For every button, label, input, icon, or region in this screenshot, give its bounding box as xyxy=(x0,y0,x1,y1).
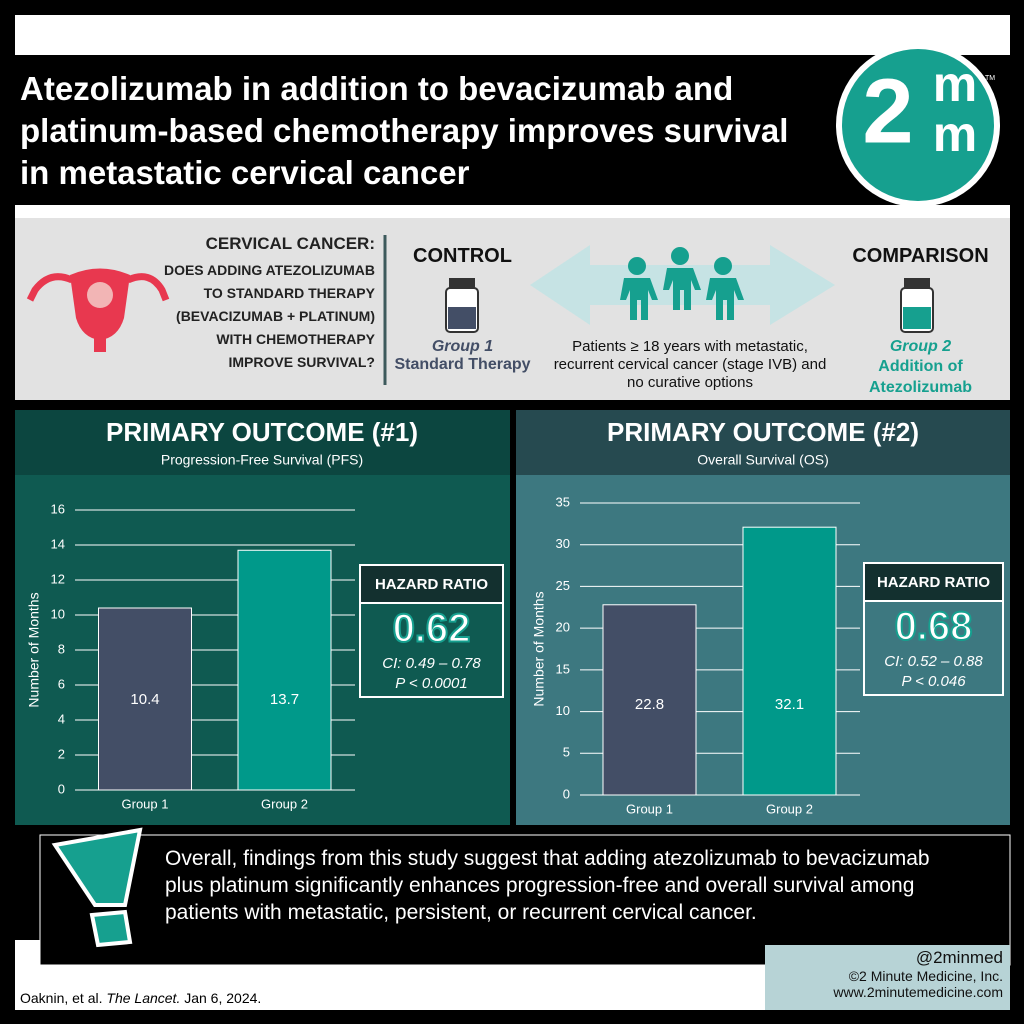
chart-subtitle: Overall Survival (OS) xyxy=(697,452,828,468)
question-text: DOES ADDING ATEZOLIZUMAB TO STANDARD THE… xyxy=(163,262,375,370)
panel-header xyxy=(516,410,1010,475)
x-tick-label: Group 2 xyxy=(766,801,813,816)
value-label: 32.1 xyxy=(775,696,804,713)
y-tick-label: 6 xyxy=(58,676,65,691)
hazard-value: 0.68 xyxy=(895,605,973,649)
logo-mark: TM xyxy=(985,75,995,82)
y-tick-label: 10 xyxy=(556,703,570,718)
hazard-p: P < 0.0001 xyxy=(395,675,467,692)
value-label: 22.8 xyxy=(635,696,664,713)
y-tick-label: 12 xyxy=(51,571,65,586)
x-tick-label: Group 2 xyxy=(261,796,308,811)
y-tick-label: 8 xyxy=(58,641,65,656)
bar xyxy=(98,607,192,791)
conclusion-box xyxy=(39,834,1011,966)
y-tick-label: 15 xyxy=(556,661,570,676)
control-heading: CONTROL xyxy=(413,245,512,267)
footer-company: ©2 Minute Medicine, Inc. xyxy=(848,968,1003,984)
y-tick-label: 14 xyxy=(51,536,65,551)
x-tick-label: Group 1 xyxy=(626,801,673,816)
comparison-arm: Addition of Atezolizumab xyxy=(868,358,973,396)
comparison-group: Group 2 xyxy=(889,338,952,355)
footer: @2minmed ©2 Minute Medicine, Inc. www.2m… xyxy=(765,948,1003,1000)
footer-website: www.2minutemedicine.com xyxy=(833,984,1003,1000)
control-arm: Standard Therapy xyxy=(394,356,531,373)
value-label: 10.4 xyxy=(130,691,159,708)
uterus-icon xyxy=(26,268,170,352)
citation-authors: Oaknin, et al. xyxy=(20,990,103,1006)
y-tick-label: 10 xyxy=(51,606,65,621)
y-tick-label: 0 xyxy=(58,781,65,796)
question-lead: CERVICAL CANCER: xyxy=(205,234,375,253)
patients: Patients ≥ 18 years with metastatic, rec… xyxy=(553,338,827,391)
citation-journal: The Lancet. xyxy=(106,990,181,1006)
chart-title: PRIMARY OUTCOME (#1) xyxy=(106,417,418,447)
y-tick-label: 2 xyxy=(58,746,65,761)
bar xyxy=(602,604,697,796)
vial-icon xyxy=(445,278,479,333)
chart-title: PRIMARY OUTCOME (#2) xyxy=(607,417,919,447)
logo-letter: m xyxy=(933,106,977,162)
hazard-value: 0.62 xyxy=(393,607,471,651)
vial-icon xyxy=(900,278,934,333)
y-axis-label: Number of Months xyxy=(531,591,547,706)
title: Atezolizumab in addition to bevacizumab … xyxy=(20,70,789,191)
conclusion: Overall, findings from this study sugges… xyxy=(165,847,930,924)
y-tick-label: 16 xyxy=(51,501,65,516)
y-tick-label: 30 xyxy=(556,536,570,551)
logo-letter: m xyxy=(933,56,977,112)
hazard-p: P < 0.046 xyxy=(901,673,966,690)
hazard-header xyxy=(863,562,1004,602)
hazard-ci: CI: 0.49 – 0.78 xyxy=(382,655,481,672)
question-panel xyxy=(15,218,1010,400)
people-icon xyxy=(620,247,744,320)
top-band xyxy=(15,15,1010,55)
y-axis-label: Number of Months xyxy=(26,592,42,707)
comparison: COMPARISON Group 2 Addition of Atezolizu… xyxy=(838,245,1003,398)
y-tick-label: 35 xyxy=(556,494,570,509)
y-tick-label: 25 xyxy=(556,578,570,593)
citation-date: Jan 6, 2024. xyxy=(184,990,262,1006)
y-tick-label: 0 xyxy=(563,786,570,801)
hazard-label: HAZARD RATIO xyxy=(877,574,990,591)
citation: Oaknin, et al. The Lancet. Jan 6, 2024. xyxy=(20,990,261,1006)
y-tick-label: 20 xyxy=(556,620,570,635)
exclamation-icon xyxy=(51,827,143,948)
y-tick-label: 5 xyxy=(563,745,570,760)
footer-handle: @2minmed xyxy=(915,948,1003,967)
panel-header xyxy=(15,410,510,475)
control: CONTROL Group 1 Standard Therapy xyxy=(385,245,540,374)
x-tick-label: Group 1 xyxy=(122,796,169,811)
comparison-heading: COMPARISON xyxy=(852,245,989,267)
hazard-ci: CI: 0.52 – 0.88 xyxy=(884,653,983,670)
logo-digit: 2 xyxy=(862,60,913,162)
hazard-label: HAZARD RATIO xyxy=(375,576,488,593)
bar xyxy=(742,526,837,796)
value-label: 13.7 xyxy=(270,691,299,708)
footer-box xyxy=(765,945,1010,1010)
hazard-header xyxy=(359,564,504,604)
y-tick-label: 4 xyxy=(58,711,65,726)
chart-subtitle: Progression-Free Survival (PFS) xyxy=(161,452,363,468)
question: CERVICAL CANCER: DOES ADDING ATEZOLIZUMA… xyxy=(150,234,375,374)
logo xyxy=(842,49,994,201)
control-group: Group 1 xyxy=(431,338,494,355)
bar xyxy=(237,549,332,791)
